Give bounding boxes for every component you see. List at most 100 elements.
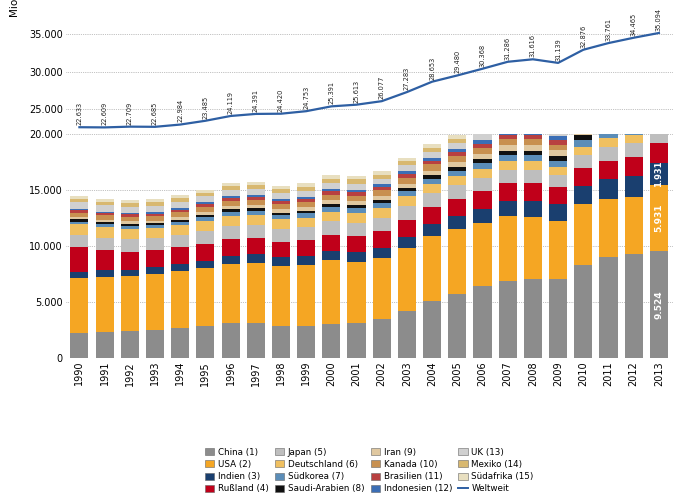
Bar <box>297 213 315 218</box>
Bar <box>297 183 315 187</box>
Bar <box>221 239 239 256</box>
Text: 22.609: 22.609 <box>101 102 108 125</box>
Bar <box>348 179 366 184</box>
Bar <box>297 191 315 197</box>
Bar <box>373 258 391 319</box>
Bar <box>624 116 643 123</box>
Bar <box>221 256 239 264</box>
Bar <box>197 207 215 212</box>
Bar <box>70 196 88 199</box>
Bar <box>473 144 491 148</box>
Bar <box>272 219 290 229</box>
Bar <box>247 185 265 189</box>
Bar <box>121 200 139 203</box>
Bar <box>473 148 491 154</box>
Bar <box>398 248 416 311</box>
Bar <box>524 130 542 135</box>
Bar <box>171 328 189 358</box>
Bar <box>373 217 391 231</box>
Bar <box>221 226 239 239</box>
Bar <box>499 125 517 131</box>
Bar <box>322 207 340 212</box>
Bar <box>70 202 88 209</box>
Bar <box>121 252 139 270</box>
Bar <box>322 221 340 235</box>
Bar <box>146 199 164 202</box>
Bar <box>398 161 416 165</box>
Bar <box>247 211 265 215</box>
Bar <box>171 225 189 235</box>
Bar <box>221 206 239 209</box>
Bar <box>574 114 593 119</box>
Text: 24.391: 24.391 <box>253 89 259 112</box>
Bar <box>499 151 517 155</box>
Bar <box>549 187 567 204</box>
Bar <box>473 140 491 144</box>
Bar <box>600 110 618 114</box>
Bar <box>524 161 542 170</box>
Bar <box>322 212 340 221</box>
Bar <box>448 199 466 216</box>
Bar <box>272 266 290 326</box>
Bar <box>423 144 441 148</box>
Bar <box>423 179 441 184</box>
Bar <box>297 207 315 211</box>
Bar <box>322 324 340 358</box>
Bar <box>197 261 215 269</box>
Bar <box>448 167 466 171</box>
Bar <box>146 216 164 220</box>
Bar <box>272 215 290 219</box>
Bar <box>373 200 391 203</box>
Bar <box>423 152 441 158</box>
Bar <box>322 191 340 194</box>
Bar <box>574 135 593 140</box>
Bar <box>448 162 466 167</box>
Bar <box>95 215 114 220</box>
Bar <box>650 85 668 91</box>
Bar <box>473 191 491 209</box>
Bar <box>549 140 567 144</box>
Bar <box>221 183 239 186</box>
Bar <box>95 213 114 215</box>
Bar <box>171 217 189 219</box>
Text: 32.876: 32.876 <box>580 25 586 48</box>
Bar <box>398 311 416 358</box>
Bar <box>624 94 643 100</box>
Bar <box>247 215 265 225</box>
Bar <box>348 205 366 208</box>
Bar <box>121 213 139 214</box>
Text: 28.653: 28.653 <box>429 56 435 80</box>
Bar <box>524 151 542 155</box>
Bar <box>499 121 517 125</box>
Bar <box>171 272 189 328</box>
Bar <box>322 194 340 200</box>
Bar <box>121 217 139 221</box>
Bar <box>600 91 618 95</box>
Bar <box>650 96 668 102</box>
Bar <box>499 170 517 183</box>
Bar <box>146 213 164 216</box>
Bar <box>549 150 567 156</box>
Bar <box>574 186 593 204</box>
Bar <box>624 110 643 116</box>
Bar <box>624 197 643 254</box>
Bar <box>574 155 593 168</box>
Bar <box>70 235 88 247</box>
Text: 31.139: 31.139 <box>555 38 561 61</box>
Bar <box>499 216 517 281</box>
Bar <box>322 175 340 179</box>
Bar <box>373 208 391 217</box>
Bar <box>322 200 340 204</box>
Text: 24.753: 24.753 <box>303 86 309 109</box>
Bar <box>146 250 164 268</box>
Bar <box>549 144 567 150</box>
Bar <box>423 164 441 170</box>
Bar <box>524 170 542 183</box>
Bar <box>398 184 416 188</box>
Bar <box>574 147 593 155</box>
Bar <box>247 197 265 200</box>
Bar <box>197 192 215 196</box>
Bar <box>95 277 114 332</box>
Bar <box>600 120 618 127</box>
Bar <box>70 272 88 278</box>
